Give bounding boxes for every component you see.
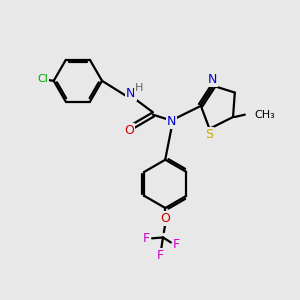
Text: S: S: [206, 128, 214, 141]
Text: N: N: [208, 74, 218, 86]
Text: H: H: [135, 83, 143, 93]
Text: F: F: [172, 238, 180, 251]
Text: Cl: Cl: [37, 74, 48, 84]
Text: N: N: [167, 115, 176, 128]
Text: CH₃: CH₃: [254, 110, 275, 120]
Text: O: O: [124, 124, 134, 137]
Text: O: O: [160, 212, 170, 225]
Text: F: F: [157, 249, 164, 262]
Text: N: N: [126, 87, 136, 100]
Text: F: F: [143, 232, 150, 245]
